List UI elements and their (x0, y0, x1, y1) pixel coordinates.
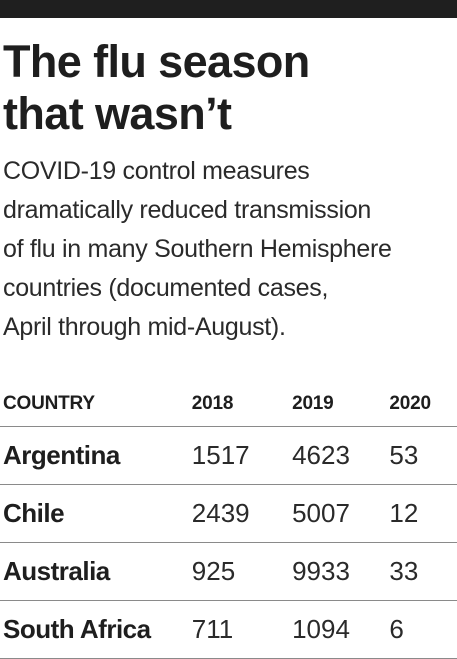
dek-line: countries (documented cases, (3, 274, 329, 302)
cases-2020-cell: 33 (389, 542, 457, 601)
dek-line: of flu in many Southern Hemisphere (3, 235, 392, 263)
country-cell: Australia (0, 542, 192, 601)
cases-2018-cell: 1517 (191, 426, 293, 485)
column-header-2018: 2018 (191, 382, 293, 427)
column-header-country: COUNTRY (0, 382, 192, 427)
country-cell: Chile (0, 484, 192, 543)
cases-2020-cell: 12 (389, 484, 457, 543)
dek-line: COVID-19 control measures (3, 157, 310, 185)
top-rule-bar (0, 0, 457, 18)
headline-line-1: The flu season (3, 36, 310, 87)
cases-2018-cell: 2439 (191, 484, 293, 543)
headline: The flu season that wasn’t (3, 36, 453, 140)
table-row: South Africa 711 1094 6 (0, 600, 457, 659)
table-row: Argentina 1517 4623 53 (0, 426, 457, 485)
cases-2018-cell: 925 (191, 542, 293, 601)
flu-cases-table: COUNTRY 2018 2019 2020 Argentina 1517 46… (0, 382, 457, 659)
headline-line-2: that wasn’t (3, 88, 232, 139)
dek-line: April through mid-August). (3, 313, 286, 341)
cases-2020-cell: 53 (389, 426, 457, 485)
cases-2019-cell: 9933 (292, 542, 390, 601)
cases-2019-cell: 4623 (292, 426, 390, 485)
table-row: Australia 925 9933 33 (0, 542, 457, 601)
dek-description: COVID-19 control measures dramatically r… (3, 152, 455, 347)
dek-line: dramatically reduced transmission (3, 196, 372, 224)
cases-2019-cell: 5007 (292, 484, 390, 543)
country-cell: South Africa (0, 600, 192, 659)
column-header-2020: 2020 (389, 382, 457, 427)
country-cell: Argentina (0, 426, 192, 485)
table-row: Chile 2439 5007 12 (0, 484, 457, 543)
table-header-row: COUNTRY 2018 2019 2020 (0, 382, 457, 427)
cases-2019-cell: 1094 (292, 600, 390, 659)
column-header-2019: 2019 (292, 382, 390, 427)
cases-2018-cell: 711 (191, 600, 293, 659)
cases-2020-cell: 6 (389, 600, 457, 659)
